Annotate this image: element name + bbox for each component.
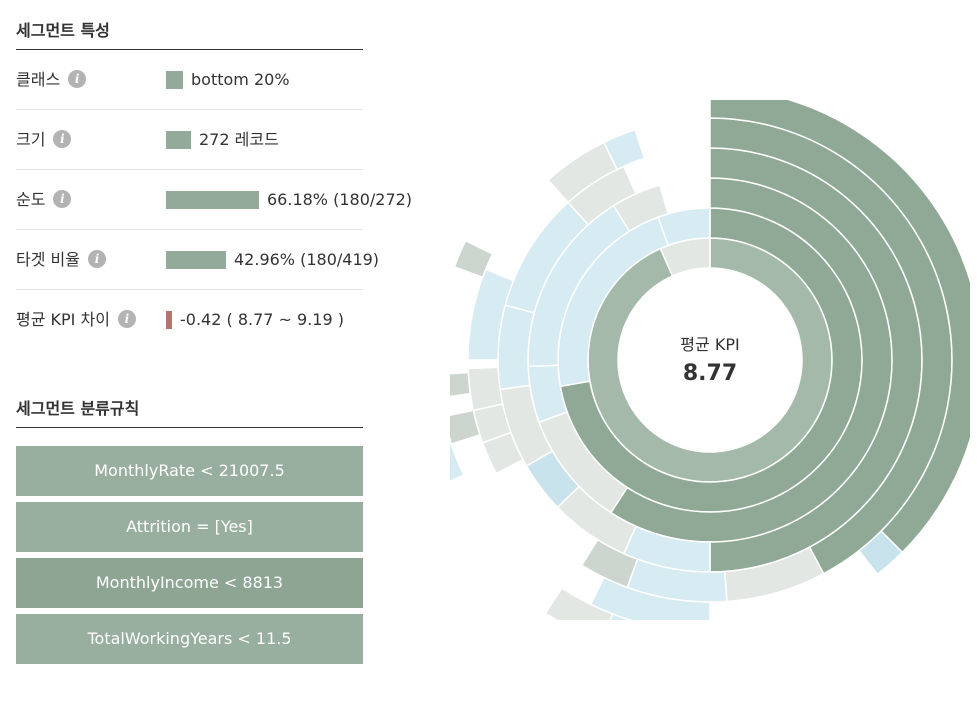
- characteristic-row: 크기 i 272 레코드: [16, 110, 363, 170]
- characteristic-label-text: 순도: [16, 190, 46, 209]
- characteristic-row: 타겟 비율 i 42.96% (180/419): [16, 230, 379, 290]
- rule-item: TotalWorkingYears < 11.5: [16, 614, 363, 664]
- characteristic-row: 순도 i 66.18% (180/272): [16, 170, 412, 230]
- characteristic-label: 타겟 비율 i: [16, 250, 106, 270]
- info-icon[interactable]: i: [53, 130, 72, 148]
- center-label: 평균 KPI: [680, 335, 739, 354]
- value-bar: [166, 131, 191, 149]
- rules-title: 세그먼트 분류규칙: [16, 378, 363, 428]
- sunburst-segment[interactable]: [587, 237, 833, 483]
- sunburst-segment[interactable]: [467, 268, 515, 361]
- sunburst-segment[interactable]: [857, 530, 904, 576]
- rule-item: MonthlyRate < 21007.5: [16, 446, 363, 496]
- info-icon[interactable]: i: [87, 250, 106, 268]
- characteristic-value-text: bottom 20%: [191, 70, 290, 89]
- sunburst-segment[interactable]: [497, 304, 536, 391]
- characteristic-label: 평균 KPI 차이 i: [16, 310, 136, 330]
- sunburst-segment[interactable]: [467, 366, 504, 412]
- characteristic-label-text: 클래스: [16, 70, 61, 89]
- characteristic-value: 272 레코드: [166, 130, 279, 150]
- characteristic-value: 66.18% (180/272): [166, 190, 412, 210]
- value-bar: [166, 311, 172, 329]
- value-bar: [166, 71, 183, 89]
- value-bar: [166, 251, 226, 269]
- sunburst-segment[interactable]: [657, 207, 711, 247]
- sunburst-segment[interactable]: [437, 371, 472, 399]
- characteristic-row: 클래스 i bottom 20%: [16, 50, 363, 110]
- sunburst-chart: 평균 KPI 8.77: [413, 87, 977, 663]
- center-value: 8.77: [683, 361, 737, 386]
- info-icon[interactable]: i: [117, 310, 136, 328]
- characteristic-value: bottom 20%: [166, 70, 290, 90]
- characteristic-value: 42.96% (180/419): [166, 250, 379, 270]
- characteristic-row: 평균 KPI 차이 i -0.42 ( 8.77 ~ 9.19 ): [16, 290, 363, 350]
- value-bar: [166, 191, 259, 209]
- characteristic-label-text: 타겟 비율: [16, 250, 80, 269]
- characteristic-value-text: 42.96% (180/419): [234, 250, 380, 269]
- characteristic-label-text: 크기: [16, 130, 46, 149]
- rule-item: MonthlyIncome < 8813: [16, 558, 363, 608]
- sunburst-segment[interactable]: [421, 443, 465, 489]
- characteristic-label: 클래스 i: [16, 70, 87, 90]
- sunburst-svg: 평균 KPI 8.77: [413, 87, 977, 663]
- characteristic-value-text: -0.42 ( 8.77 ~ 9.19 ): [180, 310, 344, 329]
- info-icon[interactable]: i: [53, 190, 72, 208]
- sunburst-segment[interactable]: [453, 239, 494, 279]
- rules-list: MonthlyRate < 21007.5 Attrition = [Yes] Mo…: [16, 446, 363, 664]
- info-icon[interactable]: i: [68, 70, 87, 88]
- rule-item: Attrition = [Yes]: [16, 502, 363, 552]
- characteristic-label: 순도 i: [16, 190, 72, 210]
- characteristic-value-text: 66.18% (180/272): [267, 190, 413, 209]
- sunburst-segment[interactable]: [602, 128, 646, 171]
- characteristic-value: -0.42 ( 8.77 ~ 9.19 ): [166, 310, 344, 330]
- characteristics-title: 세그먼트 특성: [16, 0, 363, 50]
- characteristic-value-text: 272 레코드: [199, 130, 279, 149]
- characteristic-label-text: 평균 KPI 차이: [16, 310, 110, 329]
- characteristic-label: 크기 i: [16, 130, 72, 150]
